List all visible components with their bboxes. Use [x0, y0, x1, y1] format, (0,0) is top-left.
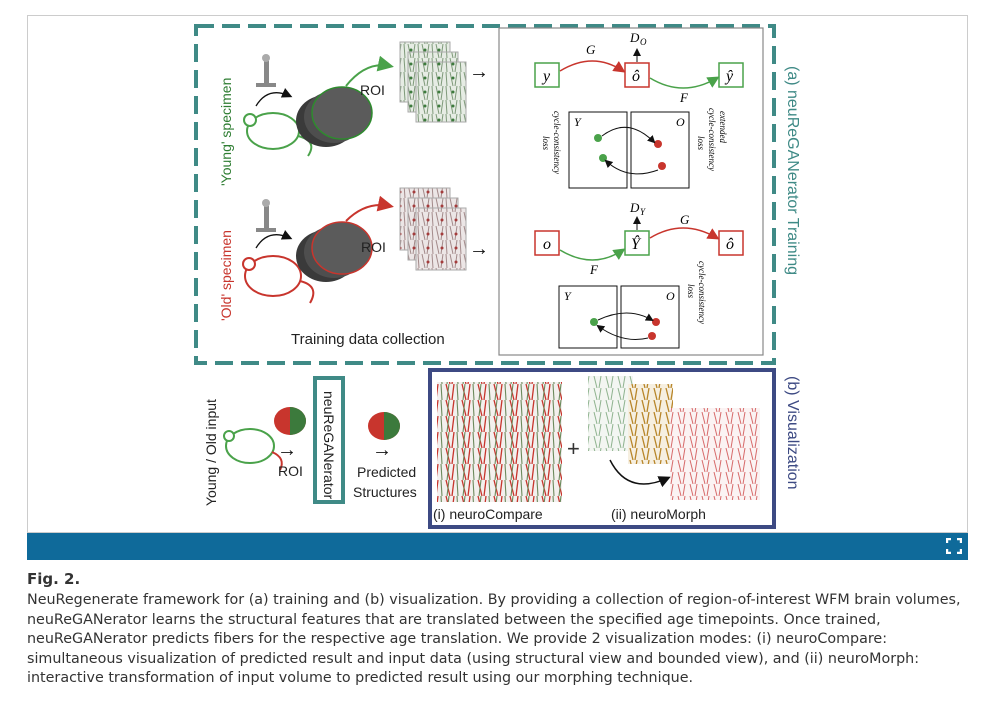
- node-y-hat-label: ŷ: [724, 68, 734, 85]
- loss-text-2: loss: [696, 136, 706, 151]
- input-mouse-icon: [223, 428, 283, 471]
- label-G-top: G: [586, 42, 596, 57]
- node-y-label: y: [541, 68, 551, 85]
- roi-label-old: ROI: [361, 239, 386, 255]
- cycle-loss-text-3: cycle-consistency: [697, 261, 707, 324]
- roi-label-input: ROI: [278, 463, 303, 479]
- old-roi-stack: [399, 187, 467, 271]
- extended-text: extended: [718, 111, 728, 143]
- roi-label-young: ROI: [360, 82, 385, 98]
- predicted-brain-icon: [368, 412, 400, 440]
- predicted-label: Predicted: [357, 464, 416, 480]
- young-mouse-icon: [243, 112, 313, 157]
- neuromorph-red: [670, 408, 760, 500]
- young-brain-slices: [296, 86, 373, 147]
- panel-a-border: [194, 24, 776, 365]
- figure-toolbar: [27, 533, 968, 560]
- panel-b-title: (b) Visualization: [784, 376, 801, 490]
- expand-icon[interactable]: [946, 538, 962, 554]
- node-o-hat-2-label: ô: [726, 236, 734, 253]
- panel-a-title: (a) neuReGANerator Training: [784, 66, 801, 275]
- old-brain-slices: [296, 221, 373, 282]
- loss-text-3: loss: [686, 284, 696, 299]
- domain-O-bottom: O: [666, 289, 675, 303]
- old-specimen-label: 'Old' specimen: [218, 230, 234, 321]
- figure-caption-text: NeuRegenerate framework for (a) training…: [27, 592, 961, 687]
- training-caption: Training data collection: [291, 331, 445, 348]
- microscope-icon: [256, 54, 276, 87]
- label-DY: D: [629, 200, 640, 215]
- arrow-young: →: [469, 61, 489, 83]
- node-Y-hat-label: Ŷ: [631, 234, 642, 253]
- structures-label: Structures: [353, 484, 417, 500]
- node-Y-hat: [624, 230, 650, 256]
- plus-sign: +: [567, 436, 580, 461]
- cycle-loss-young: Y O: [568, 111, 690, 189]
- node-o-hat-2: [718, 230, 744, 256]
- node-o-label: o: [543, 236, 551, 253]
- label-G-bottom: G: [680, 212, 690, 227]
- young-old-input-label: Young / Old input: [203, 399, 219, 506]
- neurocompare-image: [437, 382, 562, 502]
- neuromorph-green: [588, 376, 633, 451]
- node-y: [534, 62, 560, 88]
- arrow-predicted: →: [372, 439, 392, 461]
- domain-O-top: O: [676, 115, 685, 129]
- arrow-input: →: [277, 439, 297, 461]
- label-DO-sub: O: [640, 37, 647, 47]
- neuromorph-label: (ii) neuroMorph: [611, 506, 706, 522]
- label-DO: D: [629, 30, 640, 45]
- node-y-hat: [718, 62, 744, 88]
- young-specimen-label: 'Young' specimen: [218, 78, 234, 186]
- neuregenerator-label: neuReGANerator: [321, 391, 337, 500]
- label-DY-sub: Y: [640, 207, 646, 217]
- domain-Y-top: Y: [574, 115, 582, 129]
- arrow-old: →: [469, 238, 489, 260]
- domain-Y-bottom: Y: [564, 289, 572, 303]
- young-roi-stack: [399, 41, 467, 123]
- node-o: [534, 230, 560, 256]
- node-o-hat: [624, 62, 650, 88]
- neurocompare-label: (i) neuroCompare: [433, 506, 543, 522]
- input-brain-icon: [274, 407, 306, 435]
- loss-text-1: loss: [541, 136, 551, 151]
- cycle-loss-text-2: cycle-consistency: [707, 108, 717, 171]
- cycle-loss-old: Y O: [558, 285, 680, 349]
- neuromorph-yellow: [628, 384, 673, 464]
- framework-diagram: (a) neuReGANerator Training 'Young' spec…: [194, 24, 801, 529]
- label-F-top: F: [679, 90, 689, 105]
- figure-caption-title: Fig. 2.: [27, 570, 81, 588]
- microscope-icon-old: [256, 199, 276, 232]
- cycle-loss-text-1: cycle-consistency: [552, 111, 562, 174]
- label-F-bottom: F: [589, 262, 599, 277]
- node-o-hat-label: ô: [632, 68, 640, 85]
- figure-image: (a) neuReGANerator Training 'Young' spec…: [27, 15, 968, 533]
- old-mouse-icon: [242, 255, 315, 304]
- neuregenerator-box: [313, 376, 345, 504]
